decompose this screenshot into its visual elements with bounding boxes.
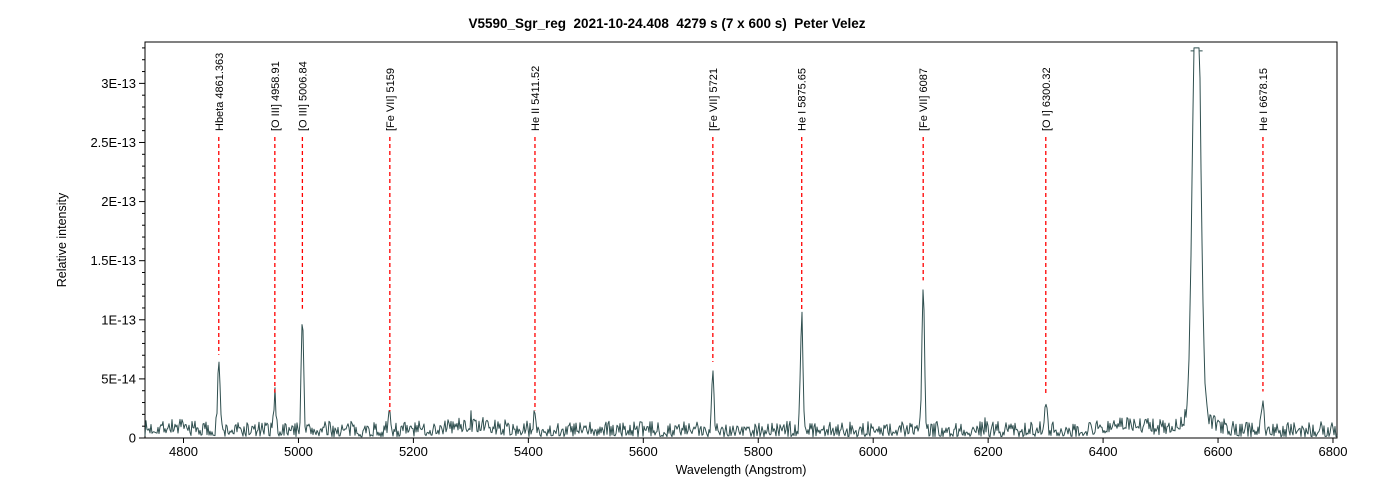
chart-title: V5590_Sgr_reg 2021-10-24.408 4279 s (7 x… — [468, 16, 866, 31]
y-tick-label: 2E-13 — [101, 194, 136, 209]
emission-line-label: He II 5411.52 — [530, 66, 542, 131]
plot-border — [144, 41, 1338, 439]
x-tick-label: 6000 — [859, 444, 888, 459]
y-tick-label: 3E-13 — [101, 76, 136, 91]
x-tick-label: 6600 — [1204, 444, 1233, 459]
x-axis-title: Wavelength (Angstrom) — [675, 463, 807, 477]
emission-line-label: [Fe VII] 5721 — [708, 68, 720, 131]
y-tick-label: 2.5E-13 — [90, 135, 136, 150]
emission-line-label: Hbeta 4861.363 — [214, 53, 226, 131]
emission-line-label: He I 5875.65 — [797, 68, 809, 131]
emission-line-label: [O III] 4958.91 — [270, 61, 282, 131]
x-tick-label: 6800 — [1319, 444, 1348, 459]
y-tick-label: 1E-13 — [101, 312, 136, 327]
x-tick-label: 5600 — [629, 444, 658, 459]
x-tick-label: 5800 — [744, 444, 773, 459]
emission-line-label: [O I] 6300.32 — [1041, 67, 1053, 131]
x-tick-label: 4800 — [169, 444, 198, 459]
y-tick-label: 0 — [129, 431, 136, 446]
spectrum-line — [144, 47, 1338, 438]
y-tick-label: 5E-14 — [101, 371, 136, 386]
emission-line-label: He I 6678.15 — [1258, 68, 1270, 131]
emission-line-label: [Fe VII] 6087 — [918, 68, 930, 131]
x-tick-label: 5400 — [514, 444, 543, 459]
emission-line-label: [O III] 5006.84 — [297, 61, 309, 131]
x-tick-label: 5000 — [284, 444, 313, 459]
x-tick-label: 6400 — [1089, 444, 1118, 459]
x-tick-label: 5200 — [399, 444, 428, 459]
x-tick-label: 6200 — [974, 444, 1003, 459]
emission-line-label: [Fe VII] 5159 — [385, 68, 397, 131]
y-tick-label: 1.5E-13 — [90, 253, 136, 268]
